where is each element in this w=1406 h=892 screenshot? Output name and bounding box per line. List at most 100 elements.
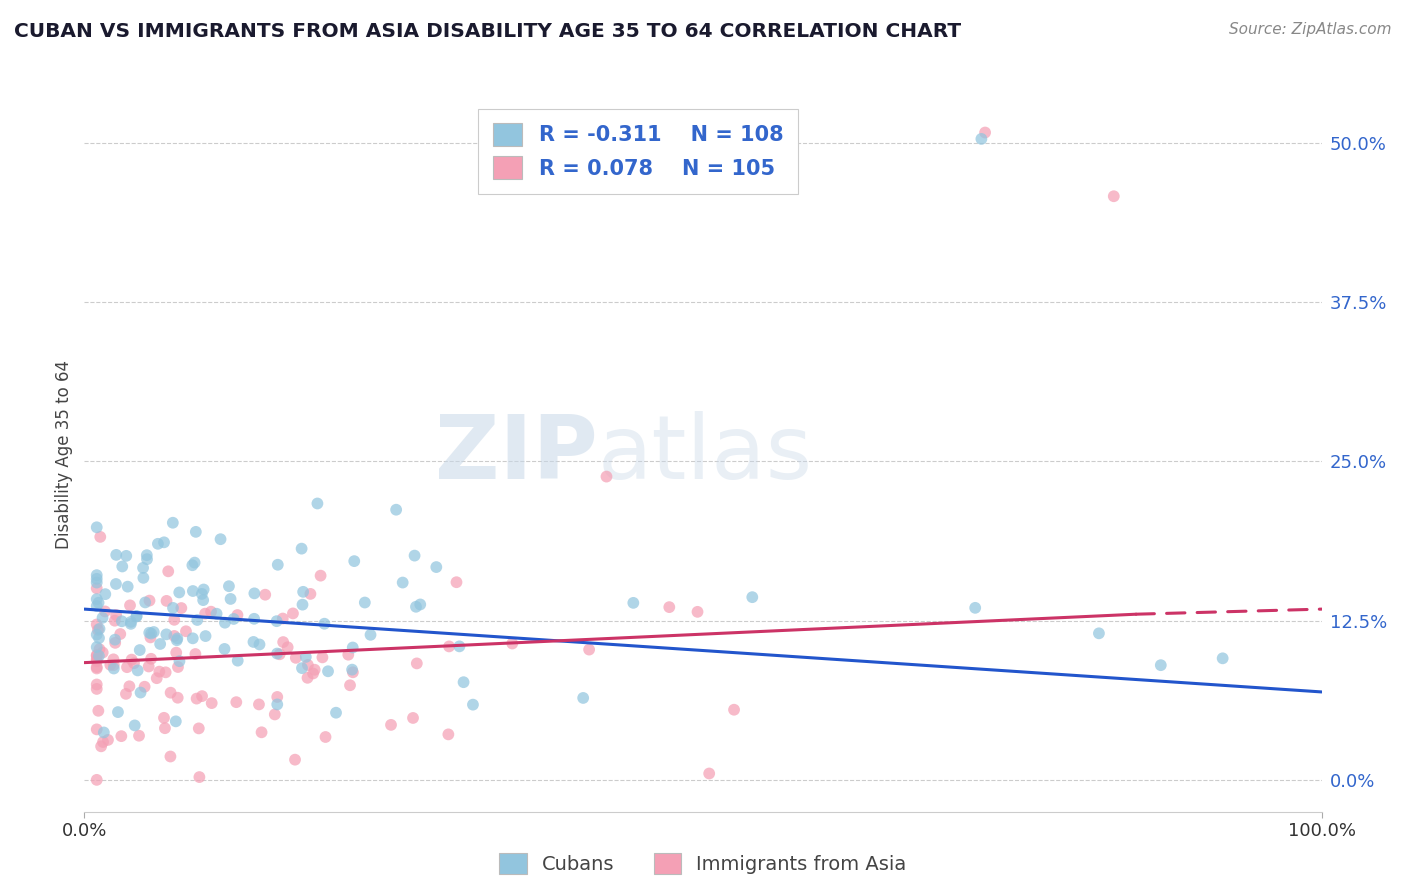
Point <box>104 632 127 647</box>
Point <box>121 652 143 666</box>
Point <box>91 611 114 625</box>
Point <box>86 648 108 662</box>
Y-axis label: Disability Age 35 to 64: Disability Age 35 to 64 <box>55 360 73 549</box>
Point <box>87 623 110 637</box>
Point <box>86 599 108 613</box>
Point <box>1212 651 1234 665</box>
Point <box>110 729 132 743</box>
Point <box>249 637 271 651</box>
Point <box>87 704 110 718</box>
Point <box>86 520 108 534</box>
Point <box>284 753 307 767</box>
Point <box>181 632 204 646</box>
Point <box>94 587 117 601</box>
Point <box>404 549 426 563</box>
Point <box>314 616 336 631</box>
Point <box>132 571 155 585</box>
Point <box>271 635 294 649</box>
Point <box>103 657 125 672</box>
Point <box>159 686 181 700</box>
Point <box>120 616 142 631</box>
Point <box>578 642 600 657</box>
Point <box>86 661 108 675</box>
Point <box>86 648 108 663</box>
Point <box>163 613 186 627</box>
Point <box>184 524 207 539</box>
Point <box>595 469 617 483</box>
Point <box>135 548 157 562</box>
Point <box>219 591 242 606</box>
Point <box>281 607 304 621</box>
Point <box>104 614 127 628</box>
Point <box>155 594 177 608</box>
Point <box>409 598 432 612</box>
Point <box>697 766 720 780</box>
Point <box>157 565 180 579</box>
Point <box>139 631 162 645</box>
Point <box>104 577 127 591</box>
Point <box>501 636 523 650</box>
Point <box>162 516 184 530</box>
Point <box>86 681 108 696</box>
Point <box>209 532 232 546</box>
Point <box>86 568 108 582</box>
Point <box>446 575 468 590</box>
Point <box>107 705 129 719</box>
Point <box>153 535 176 549</box>
Point <box>86 654 108 668</box>
Point <box>138 593 160 607</box>
Point <box>162 601 184 615</box>
Point <box>309 568 332 582</box>
Point <box>86 640 108 654</box>
Point <box>297 671 319 685</box>
Point <box>425 560 447 574</box>
Point <box>316 665 339 679</box>
Point <box>187 722 209 736</box>
Point <box>89 622 111 636</box>
Point <box>218 579 240 593</box>
Point <box>307 496 329 510</box>
Point <box>165 646 187 660</box>
Point <box>214 615 236 630</box>
Point <box>267 558 290 572</box>
Point <box>87 648 110 663</box>
Point <box>254 588 277 602</box>
Point <box>266 698 288 712</box>
Point <box>86 582 108 596</box>
Point <box>291 541 314 556</box>
Point <box>449 640 471 654</box>
Point <box>340 663 363 677</box>
Point <box>291 661 314 675</box>
Point <box>125 609 148 624</box>
Point <box>142 625 165 640</box>
Point <box>127 664 149 678</box>
Point <box>965 600 987 615</box>
Point <box>461 698 484 712</box>
Point <box>105 548 128 562</box>
Point <box>339 678 361 692</box>
Point <box>138 659 160 673</box>
Point <box>86 677 108 691</box>
Point <box>111 559 134 574</box>
Point <box>134 595 156 609</box>
Point <box>87 631 110 645</box>
Point <box>315 730 337 744</box>
Point <box>141 626 163 640</box>
Point <box>304 663 326 677</box>
Point <box>132 561 155 575</box>
Point <box>167 585 190 599</box>
Point <box>621 596 644 610</box>
Point <box>86 627 108 641</box>
Point <box>128 729 150 743</box>
Point <box>97 732 120 747</box>
Point <box>86 617 108 632</box>
Point <box>342 640 364 655</box>
Point <box>193 593 215 607</box>
Point <box>302 666 325 681</box>
Point <box>353 595 375 609</box>
Point <box>124 718 146 732</box>
Point <box>269 647 291 661</box>
Point <box>186 691 208 706</box>
Point <box>271 611 294 625</box>
Point <box>136 552 159 566</box>
